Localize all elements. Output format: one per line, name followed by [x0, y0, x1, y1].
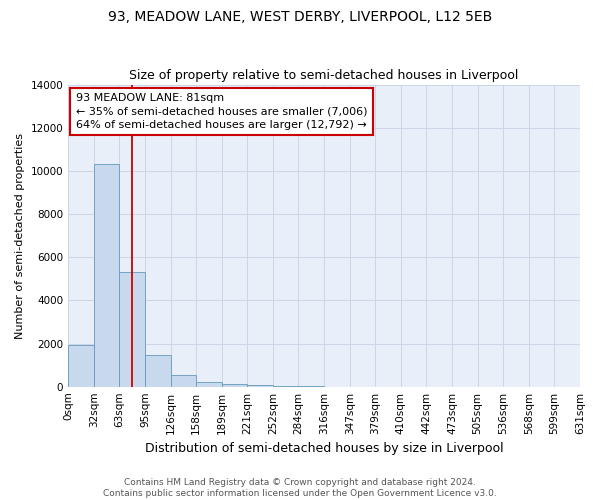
- Bar: [247, 385, 273, 386]
- Bar: [145, 356, 170, 386]
- Bar: [222, 384, 247, 386]
- Bar: [170, 375, 196, 386]
- Bar: [68, 344, 94, 387]
- Y-axis label: Number of semi-detached properties: Number of semi-detached properties: [15, 132, 25, 338]
- Text: 93, MEADOW LANE, WEST DERBY, LIVERPOOL, L12 5EB: 93, MEADOW LANE, WEST DERBY, LIVERPOOL, …: [108, 10, 492, 24]
- Bar: [196, 382, 222, 386]
- Bar: [94, 164, 119, 386]
- Title: Size of property relative to semi-detached houses in Liverpool: Size of property relative to semi-detach…: [130, 69, 519, 82]
- Bar: [119, 272, 145, 386]
- Text: 93 MEADOW LANE: 81sqm
← 35% of semi-detached houses are smaller (7,006)
64% of s: 93 MEADOW LANE: 81sqm ← 35% of semi-deta…: [76, 93, 367, 130]
- Text: Contains HM Land Registry data © Crown copyright and database right 2024.
Contai: Contains HM Land Registry data © Crown c…: [103, 478, 497, 498]
- X-axis label: Distribution of semi-detached houses by size in Liverpool: Distribution of semi-detached houses by …: [145, 442, 503, 455]
